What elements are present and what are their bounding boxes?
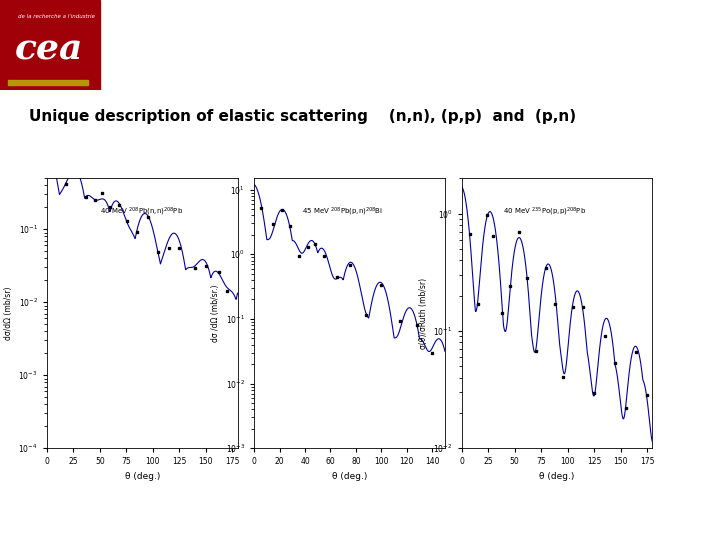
- Text: 40 MeV $^{208}$Pb(n,n)$^{208}$Pb: 40 MeV $^{208}$Pb(n,n)$^{208}$Pb: [100, 205, 184, 218]
- Text: 40 MeV $^{235}$Po(p,p)$^{208}$Pb: 40 MeV $^{235}$Po(p,p)$^{208}$Pb: [503, 205, 587, 218]
- Y-axis label: σ(θ)/σRuth (mb/sr): σ(θ)/σRuth (mb/sr): [419, 278, 428, 349]
- Text: 45 MeV $^{208}$Pb(p,n)$^{208}$Bi: 45 MeV $^{208}$Pb(p,n)$^{208}$Bi: [302, 205, 383, 218]
- X-axis label: θ (deg.): θ (deg.): [332, 472, 367, 481]
- Text: de la recherche a l'industrie: de la recherche a l'industrie: [18, 14, 95, 19]
- Text: cea: cea: [15, 32, 84, 66]
- X-axis label: θ (deg.): θ (deg.): [539, 472, 575, 481]
- Bar: [0, 0, 100, 90]
- X-axis label: θ (deg.): θ (deg.): [125, 472, 160, 481]
- Y-axis label: dσ /dΩ (mb/sr.): dσ /dΩ (mb/sr.): [211, 285, 220, 342]
- Text: SEMI-MICROSCOPIC OPTICAL MODEL: SEMI-MICROSCOPIC OPTICAL MODEL: [115, 35, 541, 55]
- Y-axis label: dσ/dΩ (mb/sr): dσ/dΩ (mb/sr): [4, 286, 13, 340]
- Bar: [8, 80, 88, 85]
- Text: Unique description of elastic scattering    (n,n), (p,p)  and  (p,n): Unique description of elastic scattering…: [29, 109, 576, 124]
